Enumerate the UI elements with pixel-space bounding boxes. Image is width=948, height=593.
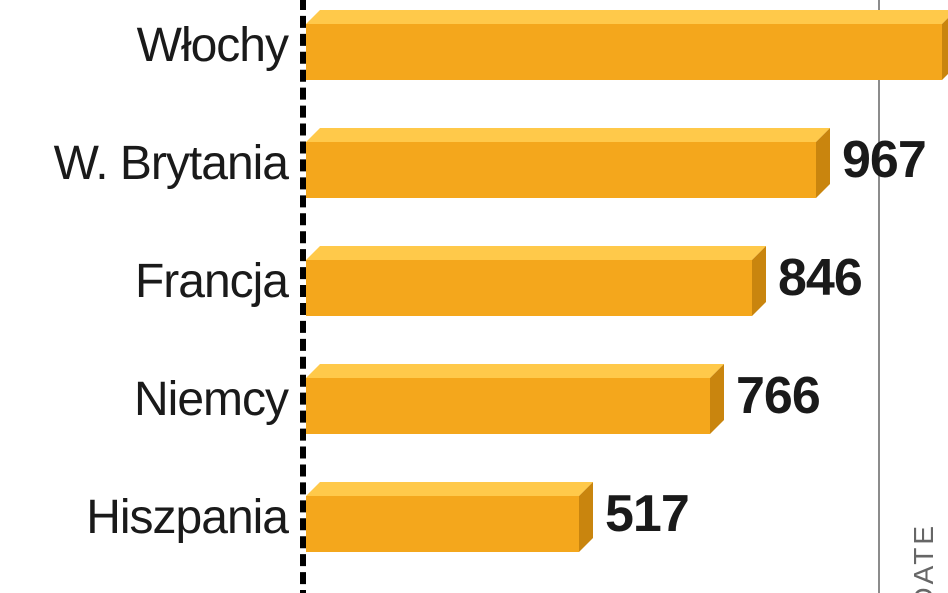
- source-label: WAN za IDATE: [908, 523, 940, 593]
- bar-front-face: [306, 142, 816, 198]
- bar-top-face: [306, 128, 830, 142]
- chart-row: Niemcy 766: [0, 344, 948, 462]
- chart-row: Francja 846: [0, 226, 948, 344]
- country-label: Włochy: [137, 18, 288, 73]
- bar-front-face: [306, 496, 579, 552]
- bar-side-face: [710, 364, 724, 434]
- country-label: W. Brytania: [54, 136, 288, 191]
- value-label: 967: [842, 130, 926, 190]
- bar-side-face: [752, 246, 766, 316]
- bar-top-face: [306, 246, 766, 260]
- value-label: 766: [736, 366, 820, 426]
- bar-top-face: [306, 482, 593, 496]
- country-label: Francja: [135, 254, 288, 309]
- bar-side-face: [579, 482, 593, 552]
- bar-chart: Włochy W. Brytania 967 Francja 846 Niemcy 766 H…: [0, 0, 948, 593]
- chart-row: Włochy: [0, 0, 948, 108]
- bar-side-face: [816, 128, 830, 198]
- value-label: 517: [605, 484, 689, 544]
- value-label: 846: [778, 248, 862, 308]
- bar-top-face: [306, 10, 948, 24]
- chart-row: Hiszpania 517: [0, 462, 948, 580]
- bar-front-face: [306, 378, 710, 434]
- bar-top-face: [306, 364, 724, 378]
- chart-row: W. Brytania 967: [0, 108, 948, 226]
- bar-front-face: [306, 24, 942, 80]
- country-label: Niemcy: [134, 372, 288, 427]
- bar-front-face: [306, 260, 752, 316]
- country-label: Hiszpania: [86, 490, 288, 545]
